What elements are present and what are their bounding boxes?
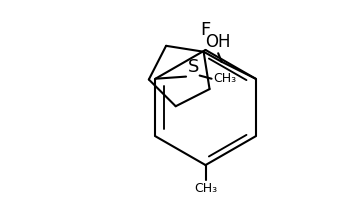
Text: S: S xyxy=(188,58,199,75)
Text: OH: OH xyxy=(205,33,231,51)
Text: F: F xyxy=(200,21,211,39)
Text: CH₃: CH₃ xyxy=(194,182,217,195)
Text: CH₃: CH₃ xyxy=(213,72,236,85)
